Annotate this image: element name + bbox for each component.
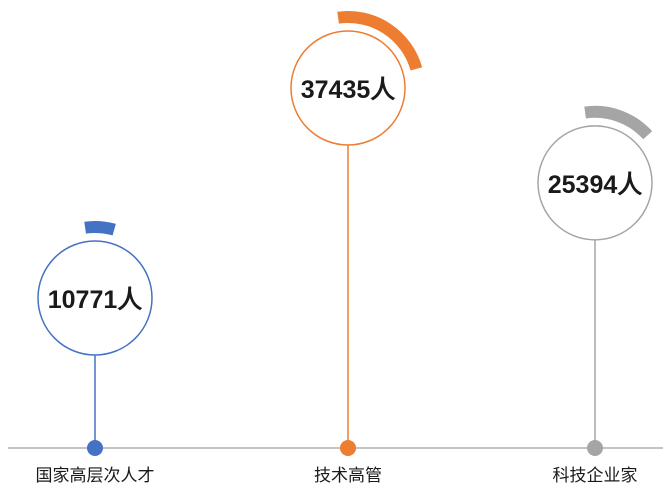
- category-label: 技术高管: [314, 466, 382, 486]
- base-dot: [340, 440, 356, 456]
- value-label: 37435人: [301, 76, 396, 104]
- base-dot: [87, 440, 103, 456]
- category-label: 科技企业家: [553, 466, 638, 486]
- value-label: 25394人: [548, 171, 643, 199]
- category-label: 国家高层次人才: [36, 466, 155, 486]
- value-label: 10771人: [48, 286, 143, 314]
- share-arc: [85, 227, 114, 230]
- base-dot: [587, 440, 603, 456]
